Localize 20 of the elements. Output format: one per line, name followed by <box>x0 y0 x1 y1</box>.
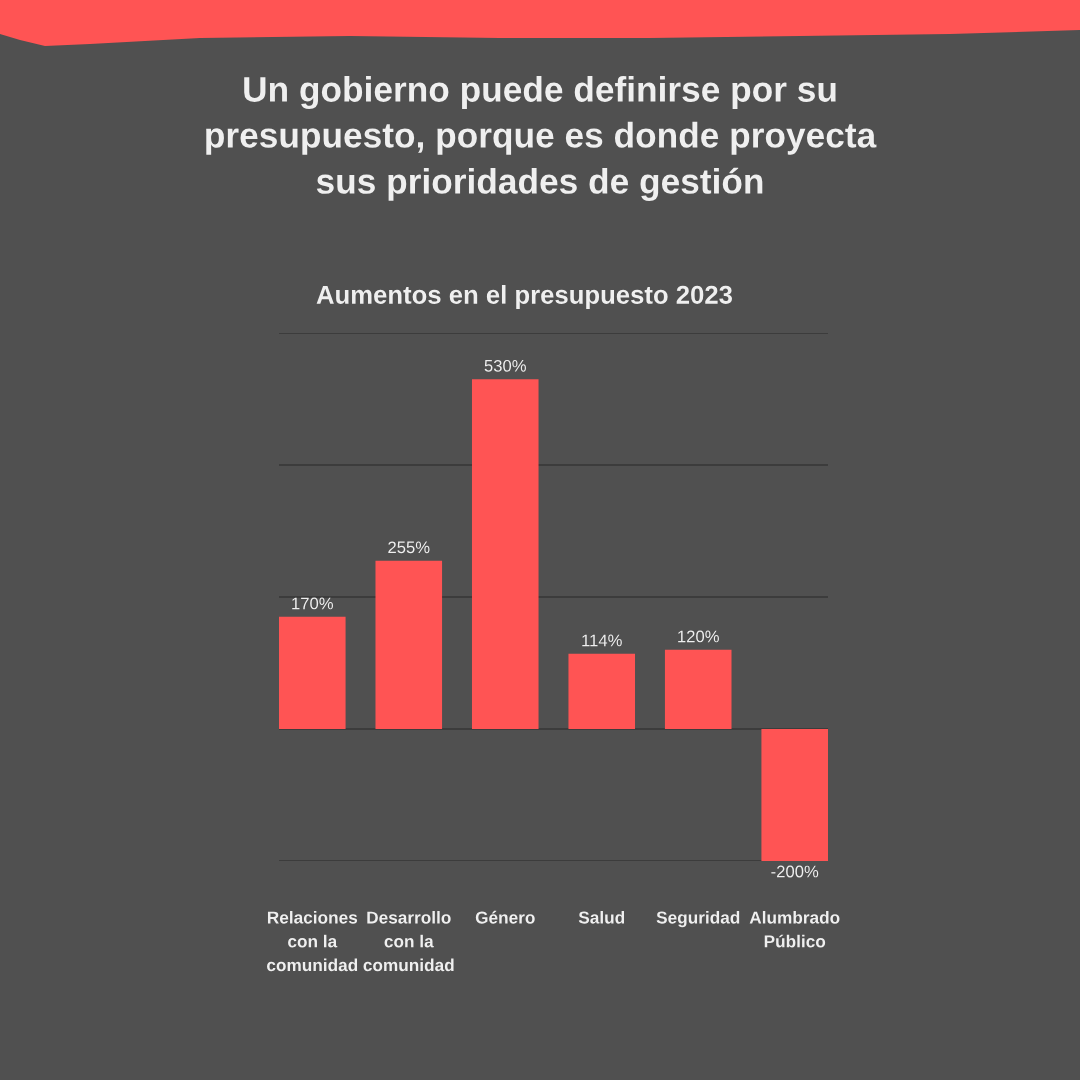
data-label: 120% <box>678 630 719 643</box>
data-label: 114% <box>582 634 622 647</box>
chart-title: Un gobierno puede definirse por su presupuesto, porque es donde proyecta sus prioridades de gestión <box>206 76 877 201</box>
data-label: -200% <box>771 865 819 878</box>
bar <box>471 379 539 729</box>
x-tick-label: Seguridad <box>656 911 740 928</box>
x-tick-label: Alumbrado Público <box>749 911 840 948</box>
bar <box>375 560 443 729</box>
x-tick-label: Género <box>475 910 535 924</box>
bar <box>761 729 828 861</box>
data-label: 255% <box>388 541 430 554</box>
x-tick-label: Salud <box>578 911 625 924</box>
data-label: 530% <box>484 359 526 372</box>
bar <box>279 616 346 729</box>
chart-subtitle: Aumentos en el presupuesto 2023 <box>316 285 733 309</box>
data-label: 170% <box>292 597 334 610</box>
bar <box>664 649 732 729</box>
bar <box>568 653 636 729</box>
x-tick-label: Desarrollo con la comunidad <box>363 911 454 972</box>
x-tick-label: Relaciones con la comunidad <box>267 911 358 972</box>
